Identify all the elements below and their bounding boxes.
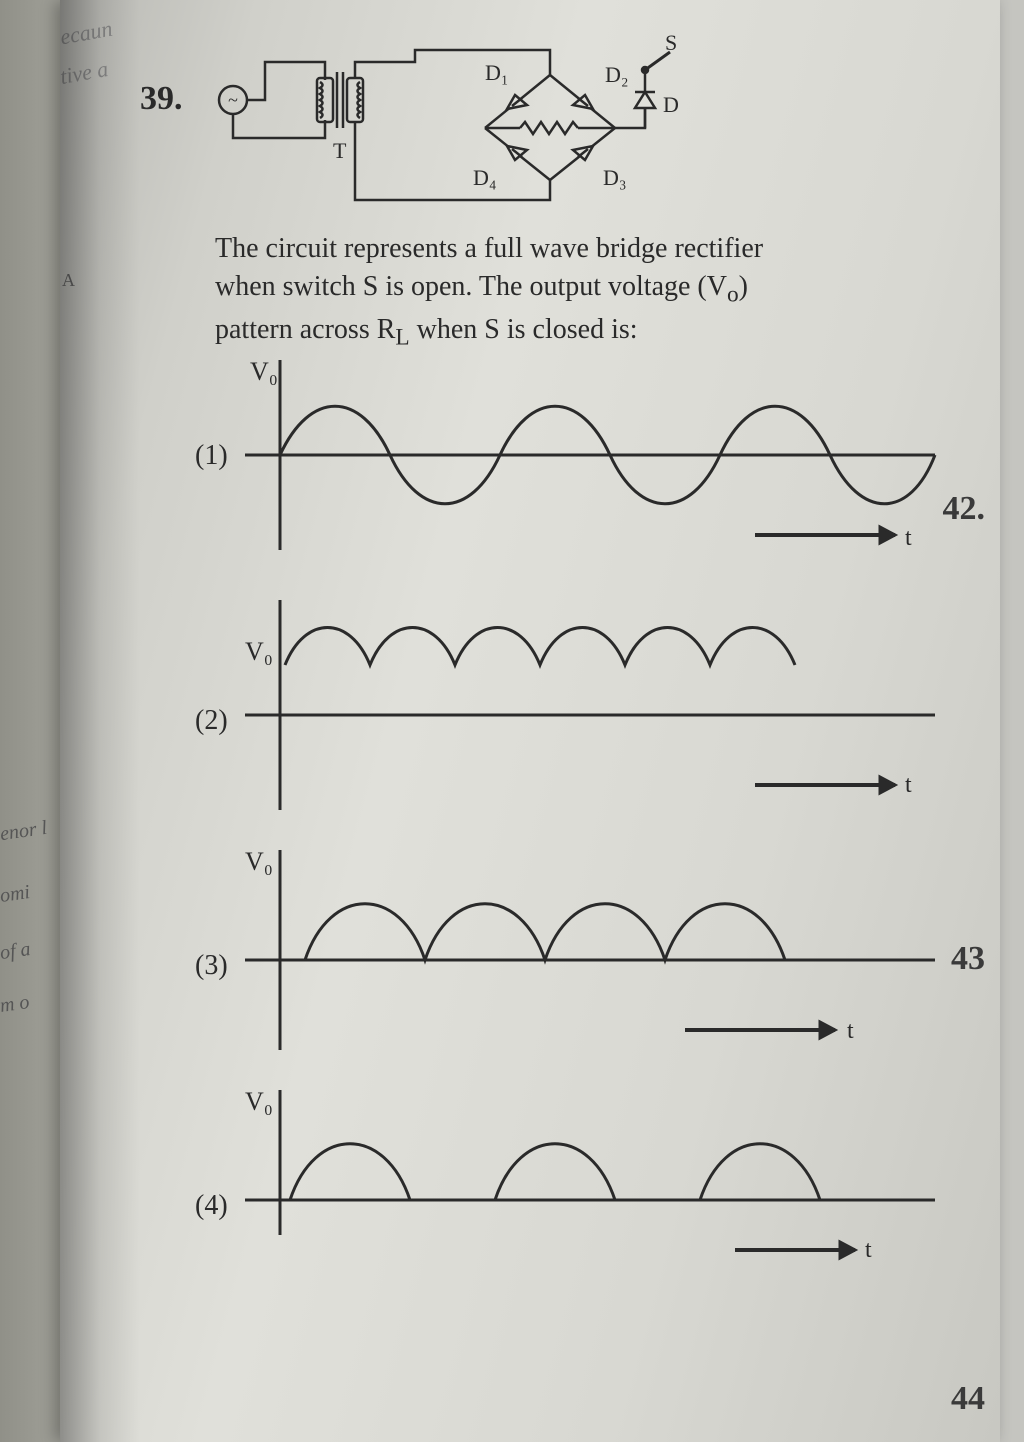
extra-diode-label: D <box>663 92 679 117</box>
svg-text:t: t <box>905 525 912 551</box>
diode-label: D₃ <box>603 165 627 190</box>
bleed-text: ecaun <box>58 16 114 51</box>
opposite-page-text: m o <box>0 991 31 1018</box>
switch-label: S <box>665 30 677 55</box>
opposite-page-text: of a <box>0 938 32 965</box>
diode-label: D₁ <box>485 60 509 85</box>
next-question-num: 43 <box>951 940 985 978</box>
margin-letter: A <box>62 270 75 291</box>
option-label: (4) <box>195 1190 228 1222</box>
transformer-label: T <box>333 138 347 163</box>
graph-halfwave: V₀ t <box>195 1085 955 1265</box>
opposite-page-text: omi <box>0 881 31 908</box>
diode-label: D₄ <box>473 165 497 190</box>
option-1: (1) V₀ t <box>195 350 975 580</box>
option-4: (4) V₀ t <box>195 1085 975 1265</box>
next-question-num: 42. <box>943 490 986 528</box>
option-label: (1) <box>195 440 228 472</box>
svg-text:V₀: V₀ <box>250 357 278 386</box>
graph-sine: V₀ t <box>195 350 955 580</box>
graph-fullwave: V₀ t <box>195 840 955 1075</box>
question-number: 39. <box>140 80 183 118</box>
option-label: (3) <box>195 950 228 982</box>
options-container: (1) V₀ t (2) <box>195 350 975 1275</box>
graph-ripple: V₀ t <box>195 590 955 830</box>
circuit-diagram: ~ <box>215 20 775 220</box>
svg-text:V₀: V₀ <box>245 637 273 666</box>
bleed-text: tive a <box>58 56 110 90</box>
textbook-page: oer of ecaun tive a A 39. ~ <box>60 0 1000 1442</box>
next-question-num: 44 <box>951 1380 985 1418</box>
option-label: (2) <box>195 705 228 737</box>
svg-text:V₀: V₀ <box>245 1087 273 1116</box>
option-2: (2) V₀ t <box>195 590 975 830</box>
diode-label: D₂ <box>605 62 629 87</box>
left-page-edge <box>0 0 60 1442</box>
question-text: The circuit represents a full wave bridg… <box>215 230 965 354</box>
svg-text:V₀: V₀ <box>245 847 273 876</box>
svg-text:t: t <box>865 1237 872 1263</box>
svg-text:~: ~ <box>228 90 238 110</box>
svg-text:t: t <box>847 1018 854 1044</box>
svg-text:t: t <box>905 772 912 798</box>
option-3: (3) V₀ t <box>195 840 975 1075</box>
